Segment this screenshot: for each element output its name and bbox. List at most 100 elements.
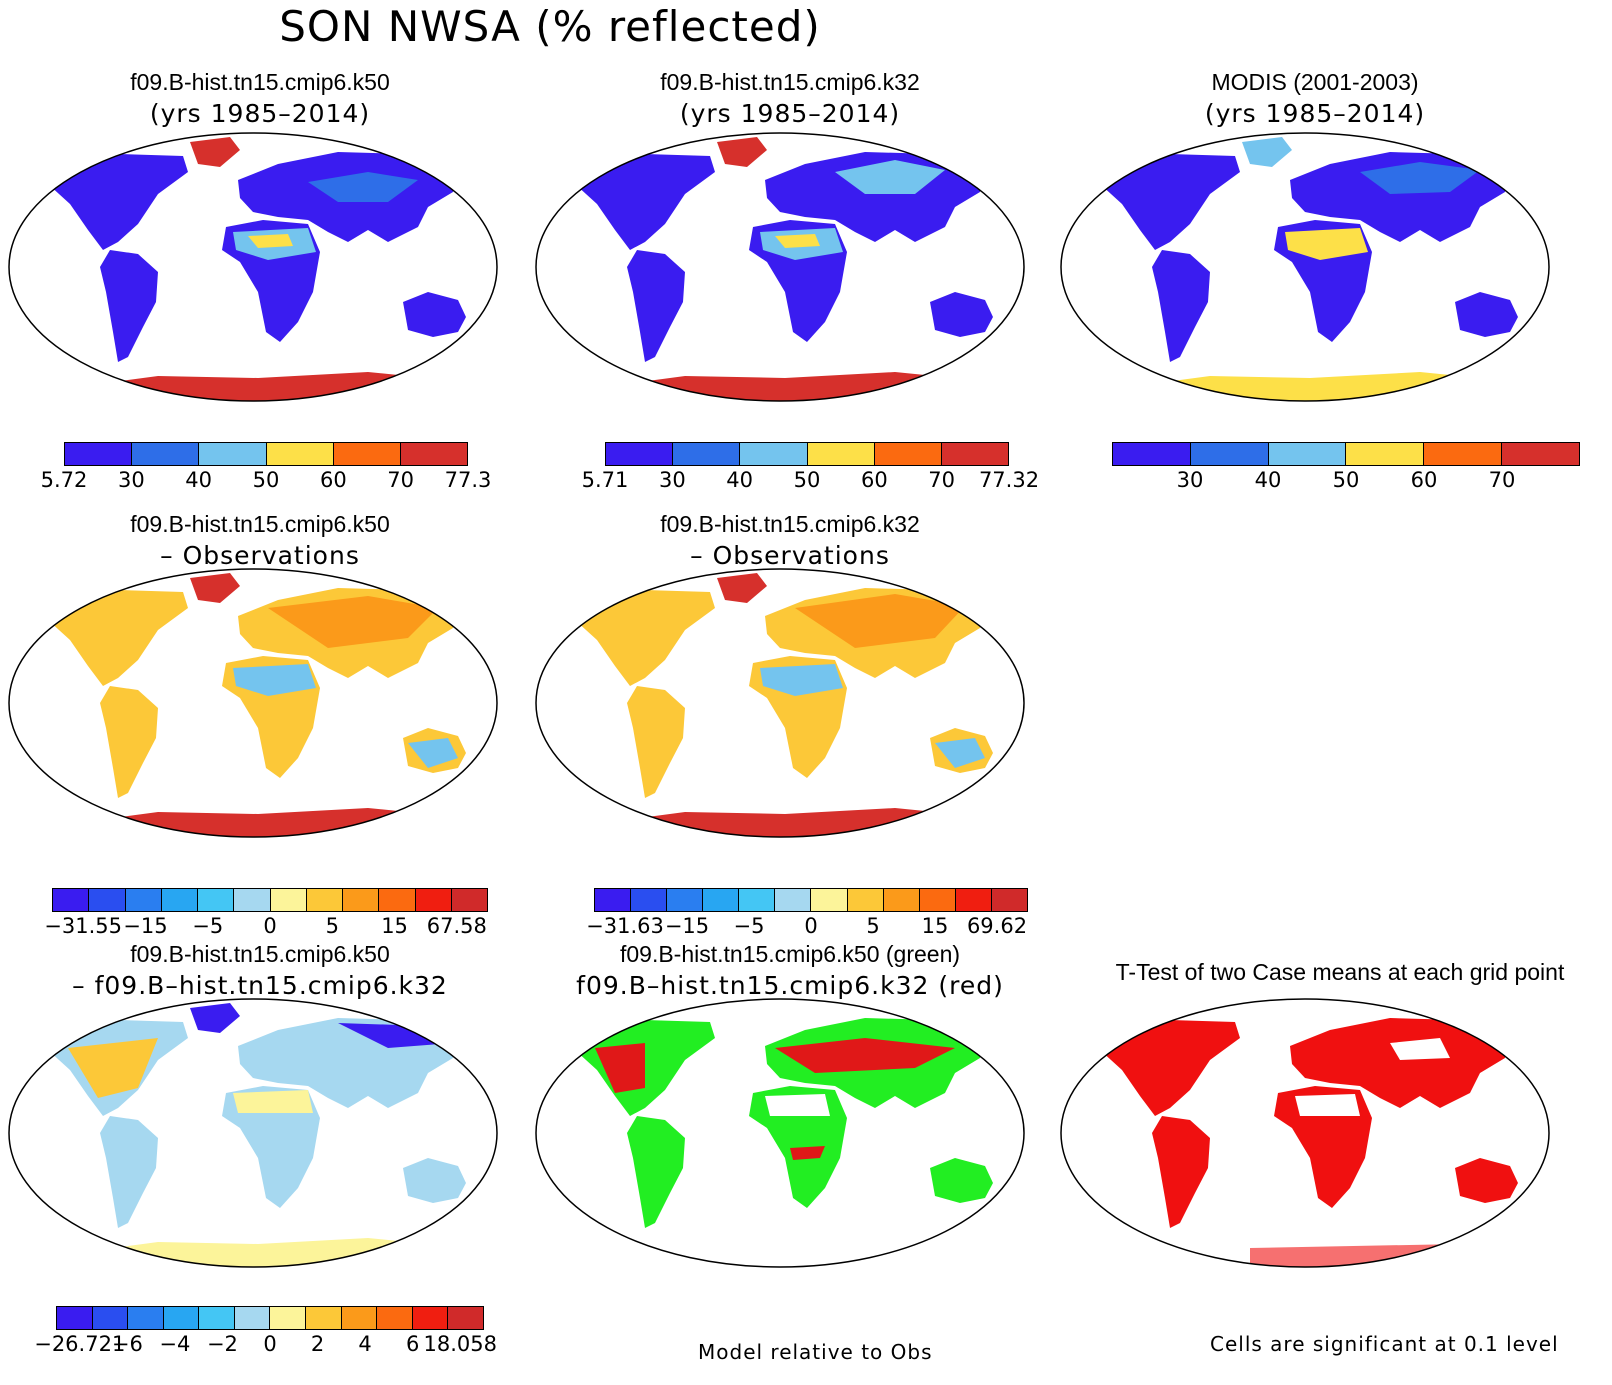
colorbar-tick-label: 6 <box>405 1332 420 1356</box>
colorbar-tick-label: 70 <box>928 468 956 492</box>
colorbar-swatch <box>1424 443 1503 465</box>
colorbar-tick-label: −31.63 <box>586 914 664 938</box>
colorbar-tick-label: 77.32 <box>978 468 1040 492</box>
colorbar-tick-label: −2 <box>206 1332 238 1356</box>
colorbar-swatch <box>270 889 307 911</box>
colorbar-tick-label: 69.62 <box>966 914 1028 938</box>
map-k50-minus-k32 <box>8 998 498 1268</box>
colorbar-boxes <box>605 442 1009 466</box>
colorbar-swatch <box>270 1307 307 1329</box>
colorbar-tick-label: −6 <box>111 1332 143 1356</box>
colorbar-tick-label: −5 <box>192 914 224 938</box>
colorbar-tick-label: 30 <box>658 468 686 492</box>
significance-note: Cells are significant at 0.1 level <box>1210 1332 1559 1356</box>
colorbar-swatch <box>874 443 942 465</box>
colorbar-swatch <box>92 1307 129 1329</box>
colorbar-tick-label: −31.55 <box>44 914 122 938</box>
colorbar-tick-label: 0 <box>804 914 818 938</box>
map-relative-to-obs <box>535 998 1025 1268</box>
colorbar-boxes <box>1112 442 1580 466</box>
panel-title-8: T-Test of two Case means at each grid po… <box>1060 956 1612 988</box>
colorbar-swatch <box>1113 443 1191 465</box>
colorbar-swatch <box>53 889 90 911</box>
colorbar-tick-label: 30 <box>117 468 145 492</box>
panel-title-4-line1: f09.B-hist.tn15.cmip6.k50 <box>130 511 390 537</box>
colorbar-swatch <box>377 1307 413 1329</box>
colorbar-tick-label: 67.58 <box>426 914 487 938</box>
colorbar-swatch <box>65 443 133 465</box>
colorbar-swatch <box>739 889 776 911</box>
colorbar-swatch <box>631 889 668 911</box>
colorbar-swatch <box>740 443 808 465</box>
colorbar-tick-label: −15 <box>123 914 168 938</box>
colorbar-swatch <box>606 443 674 465</box>
colorbar-tick-label: 5.71 <box>581 468 629 492</box>
colorbar-k50-mean: 5.72 30 40 50 60 70 77.3 <box>41 442 491 496</box>
colorbar-tick-label: 40 <box>1254 468 1282 492</box>
colorbar-tick-label: 15 <box>921 914 949 938</box>
panel-title-6-line2: – f09.B–hist.tn15.cmip6.k32 <box>72 971 448 1000</box>
colorbar-boxes <box>64 442 468 466</box>
panel-title-1: f09.B-hist.tn15.cmip6.k50 (yrs 1985–2014… <box>0 66 530 130</box>
panel-title-2: f09.B-hist.tn15.cmip6.k32 (yrs 1985–2014… <box>520 66 1060 130</box>
panel-title-4-line2: – Observations <box>160 541 360 570</box>
colorbar-tick-label: 50 <box>252 468 280 492</box>
colorbar-k50-minus-obs: −31.55 −15 −5 0 5 15 67.58 <box>44 888 488 942</box>
colorbar-k50-minus-k32: −26.721 −6 −4 −2 0 2 4 6 18.058 <box>34 1306 497 1360</box>
colorbar-modis: 30 40 50 60 70 <box>1112 442 1580 496</box>
colorbar-tick-label: 2 <box>310 1332 325 1356</box>
colorbar-swatch <box>199 1307 235 1329</box>
colorbar-swatch <box>941 443 1009 465</box>
model-relative-note: Model relative to Obs <box>698 1340 933 1364</box>
colorbar-swatch <box>847 889 884 911</box>
colorbar-k32-mean: 5.71 30 40 50 60 70 77.32 <box>582 442 1039 496</box>
panel-title-4: f09.B-hist.tn15.cmip6.k50 – Observations <box>0 508 530 572</box>
colorbar-tick-label: 50 <box>1332 468 1360 492</box>
colorbar-swatch <box>163 1307 200 1329</box>
colorbar-swatch <box>415 889 452 911</box>
colorbar-tick-label: −15 <box>664 914 710 938</box>
colorbar-swatch <box>451 889 487 911</box>
colorbar-swatch <box>1346 443 1425 465</box>
colorbar-tick-label: 40 <box>726 468 754 492</box>
colorbar-swatch <box>343 889 380 911</box>
colorbar-swatch <box>89 889 126 911</box>
colorbar-ticks: −31.55 −15 −5 0 5 15 67.58 <box>44 912 488 942</box>
colorbar-swatch <box>955 889 992 911</box>
colorbar-tick-label: 0 <box>263 914 277 938</box>
panel-title-3-line2: (yrs 1985–2014) <box>1204 99 1426 128</box>
colorbar-swatch <box>198 889 235 911</box>
colorbar-swatch <box>128 1307 164 1329</box>
colorbar-swatch <box>266 443 334 465</box>
colorbar-tick-label: 70 <box>1488 468 1516 492</box>
panel-title-5: f09.B-hist.tn15.cmip6.k32 – Observations <box>520 508 1060 572</box>
colorbar-swatch <box>400 443 468 465</box>
colorbar-swatch <box>667 889 704 911</box>
colorbar-swatch <box>811 889 848 911</box>
colorbar-swatch <box>595 889 632 911</box>
colorbar-swatch <box>448 1307 483 1329</box>
colorbar-tick-label: 77.3 <box>444 468 492 492</box>
colorbar-swatch <box>991 889 1027 911</box>
colorbar-tick-label: −26.721 <box>34 1332 126 1356</box>
colorbar-tick-label: 0 <box>263 1332 277 1356</box>
panel-title-7-line1: f09.B-hist.tn15.cmip6.k50 (green) <box>619 941 961 967</box>
colorbar-tick-label: 60 <box>860 468 888 492</box>
colorbar-tick-label: 30 <box>1176 468 1204 492</box>
colorbar-boxes <box>56 1306 484 1330</box>
colorbar-tick-label: 60 <box>319 468 347 492</box>
colorbar-swatch <box>57 1307 93 1329</box>
colorbar-ticks: −31.63 −15 −5 0 5 15 69.62 <box>586 912 1028 942</box>
colorbar-swatch <box>306 889 343 911</box>
colorbar-swatch <box>1190 443 1269 465</box>
colorbar-swatch <box>673 443 741 465</box>
colorbar-swatch <box>883 889 920 911</box>
map-k32-minus-obs <box>535 568 1025 838</box>
colorbar-tick-label: 40 <box>185 468 213 492</box>
colorbar-swatch <box>775 889 812 911</box>
colorbar-tick-label: 15 <box>381 914 408 938</box>
map-k32-mean <box>535 132 1025 402</box>
colorbar-tick-label: −4 <box>159 1332 191 1356</box>
colorbar-swatch <box>379 889 416 911</box>
colorbar-ticks: −26.721 −6 −4 −2 0 2 4 6 18.058 <box>34 1330 497 1360</box>
